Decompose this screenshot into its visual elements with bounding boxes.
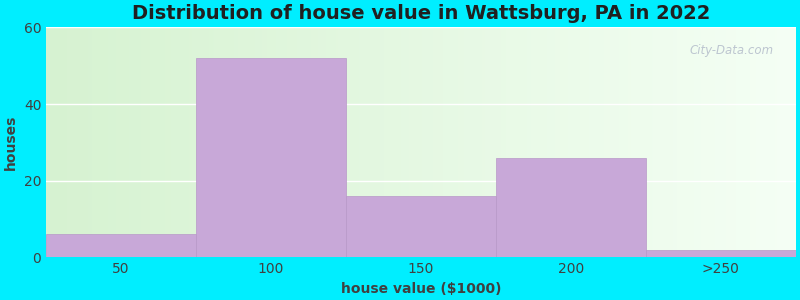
Bar — [346, 196, 496, 257]
Bar — [646, 250, 796, 257]
Bar — [46, 234, 196, 257]
Text: City-Data.com: City-Data.com — [690, 44, 774, 57]
X-axis label: house value ($1000): house value ($1000) — [341, 282, 502, 296]
Bar — [196, 58, 346, 257]
Bar — [496, 158, 646, 257]
Y-axis label: houses: houses — [4, 115, 18, 170]
Title: Distribution of house value in Wattsburg, PA in 2022: Distribution of house value in Wattsburg… — [132, 4, 710, 23]
